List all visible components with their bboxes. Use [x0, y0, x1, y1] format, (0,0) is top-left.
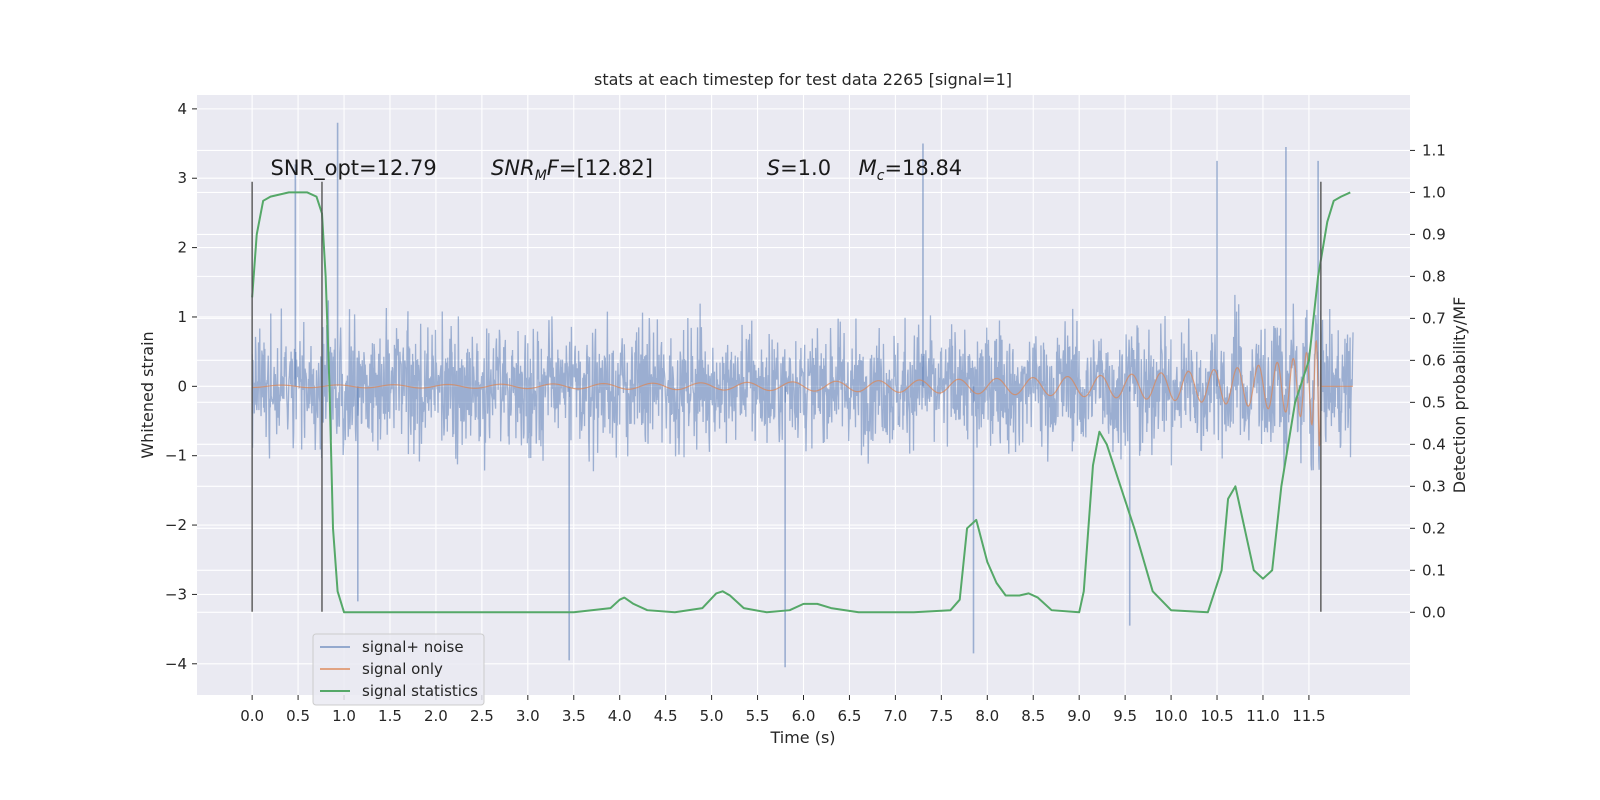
- x-tick-label: 9.5: [1113, 707, 1137, 725]
- series-layer: [251, 122, 1354, 668]
- y2-tick-label: 0.2: [1422, 519, 1446, 537]
- ticks-layer: 0.0 0.5 1.0 1.5 2.0 2.5 3.0 3.5 4.0 4.5 5.0 5.5 6.0 6…: [165, 100, 1446, 725]
- chart-title: stats at each timestep for test data 226…: [594, 70, 1012, 89]
- x-tick-label: 10.0: [1154, 707, 1187, 725]
- y2-axis-label: Detection probability/MF: [1450, 297, 1469, 494]
- x-tick-label: 7.5: [929, 707, 953, 725]
- y2-tick-label: 0.6: [1422, 351, 1446, 369]
- y-tick-label: 1: [177, 308, 187, 326]
- y-tick-label: −2: [165, 516, 187, 534]
- y2-tick-label: 0.3: [1422, 477, 1446, 495]
- x-tick-label: 11.5: [1292, 707, 1325, 725]
- x-tick-label: 0.5: [286, 707, 310, 725]
- legend-label: signal statistics: [362, 682, 478, 700]
- series-signal-statistics: [251, 191, 1351, 614]
- x-tick-label: 0.0: [240, 707, 264, 725]
- x-tick-label: 1.5: [378, 707, 402, 725]
- y-tick-label: −3: [165, 585, 187, 603]
- y2-tick-label: 1.0: [1422, 183, 1446, 201]
- legend-box: [312, 633, 485, 706]
- x-tick-label: 6.5: [838, 707, 862, 725]
- x-tick-label: 4.5: [654, 707, 678, 725]
- y2-tick-label: 0.0: [1422, 603, 1446, 621]
- y-tick-label: 0: [177, 377, 187, 395]
- x-tick-label: 10.5: [1200, 707, 1233, 725]
- x-tick-label: 9.0: [1067, 707, 1091, 725]
- y2-tick-label: 0.4: [1422, 435, 1446, 453]
- x-tick-label: 5.5: [746, 707, 770, 725]
- y2-tick-label: 0.7: [1422, 309, 1446, 327]
- annotation-2: S=1.0: [767, 156, 831, 180]
- series-signal-noise: [251, 294, 1354, 472]
- y2-tick-label: 1.1: [1422, 141, 1446, 159]
- y2-tick-label: 0.8: [1422, 267, 1446, 285]
- y2-tick-label: 0.5: [1422, 393, 1446, 411]
- y2-tick-label: 0.1: [1422, 561, 1446, 579]
- x-tick-label: 3.5: [562, 707, 586, 725]
- x-tick-label: 8.0: [975, 707, 999, 725]
- x-tick-label: 3.0: [516, 707, 540, 725]
- y-tick-label: 4: [177, 100, 187, 118]
- series-signal-only: [252, 339, 1354, 447]
- x-tick-label: 11.0: [1246, 707, 1279, 725]
- x-tick-label: 2.5: [470, 707, 494, 725]
- y-axis-label: Whitened strain: [138, 331, 157, 458]
- annotation-1: SNRMF=[12.82]: [491, 156, 653, 184]
- x-tick-label: 4.0: [608, 707, 632, 725]
- annotation-3: Mc=18.84: [859, 156, 963, 184]
- x-tick-label: 6.0: [792, 707, 816, 725]
- x-tick-label: 1.0: [332, 707, 356, 725]
- annotation-0: SNR_opt=12.79: [271, 156, 437, 181]
- annotations: SNR_opt=12.79 SNRMF=[12.82] S=1.0 Mc=18.84: [271, 156, 963, 184]
- x-tick-label: 7.0: [883, 707, 907, 725]
- y2-tick-label: 0.9: [1422, 225, 1446, 243]
- x-tick-label: 8.5: [1021, 707, 1045, 725]
- x-axis-label: Time (s): [769, 728, 835, 747]
- x-tick-label: 2.0: [424, 707, 448, 725]
- y-tick-label: −1: [165, 447, 187, 465]
- vlines-layer: [251, 181, 1322, 612]
- y-tick-label: 3: [177, 169, 187, 187]
- y-tick-label: 2: [177, 239, 187, 257]
- legend: signal+ noise signal only signal statistic…: [312, 633, 485, 706]
- y-tick-label: −4: [165, 655, 187, 673]
- x-tick-label: 5.0: [700, 707, 724, 725]
- legend-label: signal+ noise: [362, 638, 464, 656]
- legend-label: signal only: [362, 660, 443, 678]
